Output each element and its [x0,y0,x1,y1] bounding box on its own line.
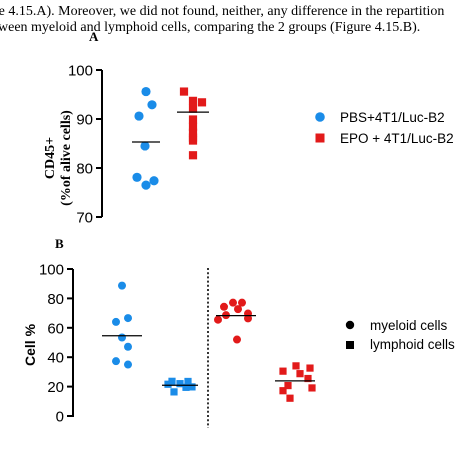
panel-a-y-tick-label-90: 90 [76,112,93,129]
panel-a-pbs-point-0 [141,86,151,97]
panel-b-epo-lymphoid-point-6 [308,384,316,392]
legend-myeloid-label: myeloid cells [370,318,448,333]
header-text-line-1: re 4.15.A). Moreover, we did not found, … [0,4,444,19]
legend-epo-marker [315,133,325,143]
panel-a-y-tick-label-80: 80 [76,161,93,178]
panel-b-epo-lymphoid-point-1 [306,364,314,372]
panel-b-ticks: 0 20 40 60 80 100 [39,262,73,426]
panel-b-pbs-myeloid-point-2 [112,317,120,326]
panel-a-pbs-point-4 [132,172,142,182]
panel-a-epo-point-0 [179,87,189,96]
panel-a-ylabel: CD45+ (%of alive cells) [43,110,74,206]
panel-a-pbs-point-5 [149,176,159,186]
panel-b-pbs-lymphoid-point-6 [170,388,178,396]
panel-b-epo-lymphoid-point-4 [304,374,312,383]
panel-b-y-tick-label-0: 0 [56,409,64,426]
panel-a-pbs-point-3 [140,141,150,151]
panel-b-epo-myeloid-point-8 [233,335,241,344]
panel-a-epo-point-2 [197,98,207,107]
panel-b-pbs-myeloid-point-0 [118,281,126,290]
panel-b-pbs-lymphoid-point-3 [164,380,172,388]
panel-b-y-tick-label-40: 40 [47,350,64,367]
panel-b-pbs-myeloid-point-5 [112,357,120,366]
panel-a-ticks: 70 80 90 100 [68,63,102,227]
panel-a-pbs-point-1 [147,100,157,110]
legend-epo-label: EPO + 4T1/Luc-B2 [340,131,454,146]
panel-b-epo-lymphoid-point-3 [296,370,304,378]
panel-a-epo-point-6 [188,128,198,137]
panel-b-pbs-myeloid-point-1 [124,314,132,323]
panel-b-pbs-myeloid-point-4 [124,342,132,351]
panel-b-y-tick-label-20: 20 [47,379,64,396]
panel-b-pbs-lymphoid-point-4 [188,383,196,391]
panel-b-epo-myeloid-point-7 [214,315,222,324]
legend-pbs-label: PBS+4T1/Luc-B2 [340,110,445,125]
panel-a-epo-point-5 [188,122,198,131]
panel-b-epo-myeloid-point-1 [238,298,246,307]
panel-b-epo-myeloid-point-6 [244,314,252,323]
panel-b-ylabel: Cell % [22,323,38,366]
panel-b-epo-myeloid-point-3 [234,305,242,314]
panel-b-pbs-lymphoid-point-1 [184,377,192,386]
panel-b-y-tick-label-60: 60 [47,320,64,337]
panel-a-marks [132,86,209,190]
panel-a-pbs-point-2 [134,111,144,121]
panel-b-epo-myeloid-point-2 [220,302,228,311]
panel-b-pbs-lymphoid-point-2 [176,380,184,388]
panel-b-pbs-myeloid-point-6 [124,360,132,369]
panel-b-epo-lymphoid-point-2 [279,367,287,375]
legend-pbs-marker [315,112,325,122]
panel-a-epo-point-3 [188,104,198,113]
panel-b-y-tick-label-80: 80 [47,291,64,308]
panel-b-epo-myeloid-point-0 [229,298,237,307]
panel-b-legend: myeloid cells lymphoid cells [345,318,455,352]
panel-b-epo-lymphoid-point-8 [286,394,294,402]
legend-lymphoid-label: lymphoid cells [370,337,455,352]
panel-a-legend: PBS+4T1/Luc-B2 EPO + 4T1/Luc-B2 [315,110,454,146]
panel-b-pbs-lymphoid-point-5 [182,383,190,391]
panel-a-ylabel-line-1: CD45+ [43,137,58,179]
panel-a-ylabel-line-2: (%of alive cells) [59,110,74,206]
panel-b-marks [102,281,316,402]
legend-lymphoid-marker [346,341,354,349]
panel-a-epo-point-1 [188,96,198,105]
panel-b-ylabel-text: Cell % [22,323,38,366]
panel-b-pbs-lymphoid-point-0 [168,377,176,385]
panel-a-y-tick-label-70: 70 [76,210,93,227]
panel-a-y-tick-label-100: 100 [68,63,93,80]
panel-b-epo-lymphoid-point-5 [284,381,292,390]
legend-myeloid-marker [345,320,355,330]
panel-b-epo-lymphoid-point-0 [292,362,300,370]
panel-a-epo-point-4 [188,115,198,124]
panel-b-y-tick-label-100: 100 [39,262,64,279]
panel-a-epo-point-8 [188,136,198,145]
panel-a-label: A [89,29,99,44]
panel-b-epo-lymphoid-point-7 [279,387,287,395]
panel-b-pbs-myeloid-point-3 [118,333,126,342]
panel-a-epo-point-9 [188,151,198,160]
panel-b-label: B [55,236,64,251]
header-text-line-2: ween myeloid and lymphoid cells, compari… [0,20,420,35]
panel-a-pbs-point-6 [141,180,151,190]
